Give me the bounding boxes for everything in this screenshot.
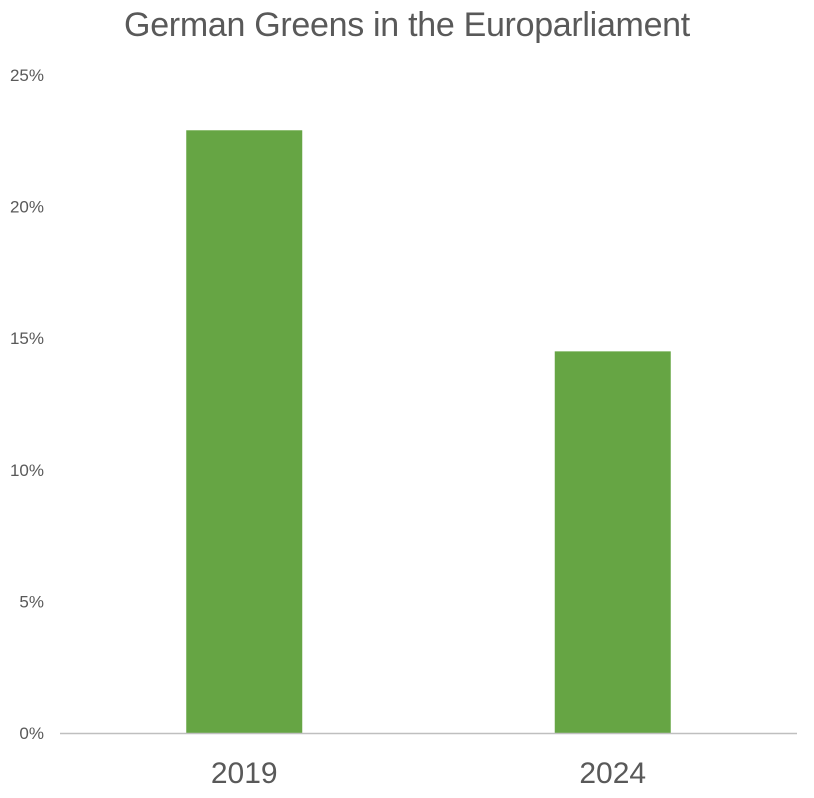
y-axis-ticks: 25% 20% 15% 10% 5% 0% <box>10 66 44 743</box>
y-tick-label: 25% <box>10 66 44 85</box>
bars-group <box>186 130 671 734</box>
x-category-label: 2024 <box>579 757 646 790</box>
bar-2024 <box>554 351 671 733</box>
y-tick-label: 15% <box>10 329 44 348</box>
y-tick-label: 5% <box>19 592 44 611</box>
x-category-label: 2019 <box>211 757 278 790</box>
x-axis-labels: 2019 2024 <box>211 757 646 790</box>
bar-2019 <box>186 130 303 734</box>
chart-title: German Greens in the Europarliament <box>124 6 690 44</box>
y-tick-label: 20% <box>10 198 44 217</box>
y-tick-label: 10% <box>10 461 44 480</box>
y-tick-label: 0% <box>19 724 44 743</box>
